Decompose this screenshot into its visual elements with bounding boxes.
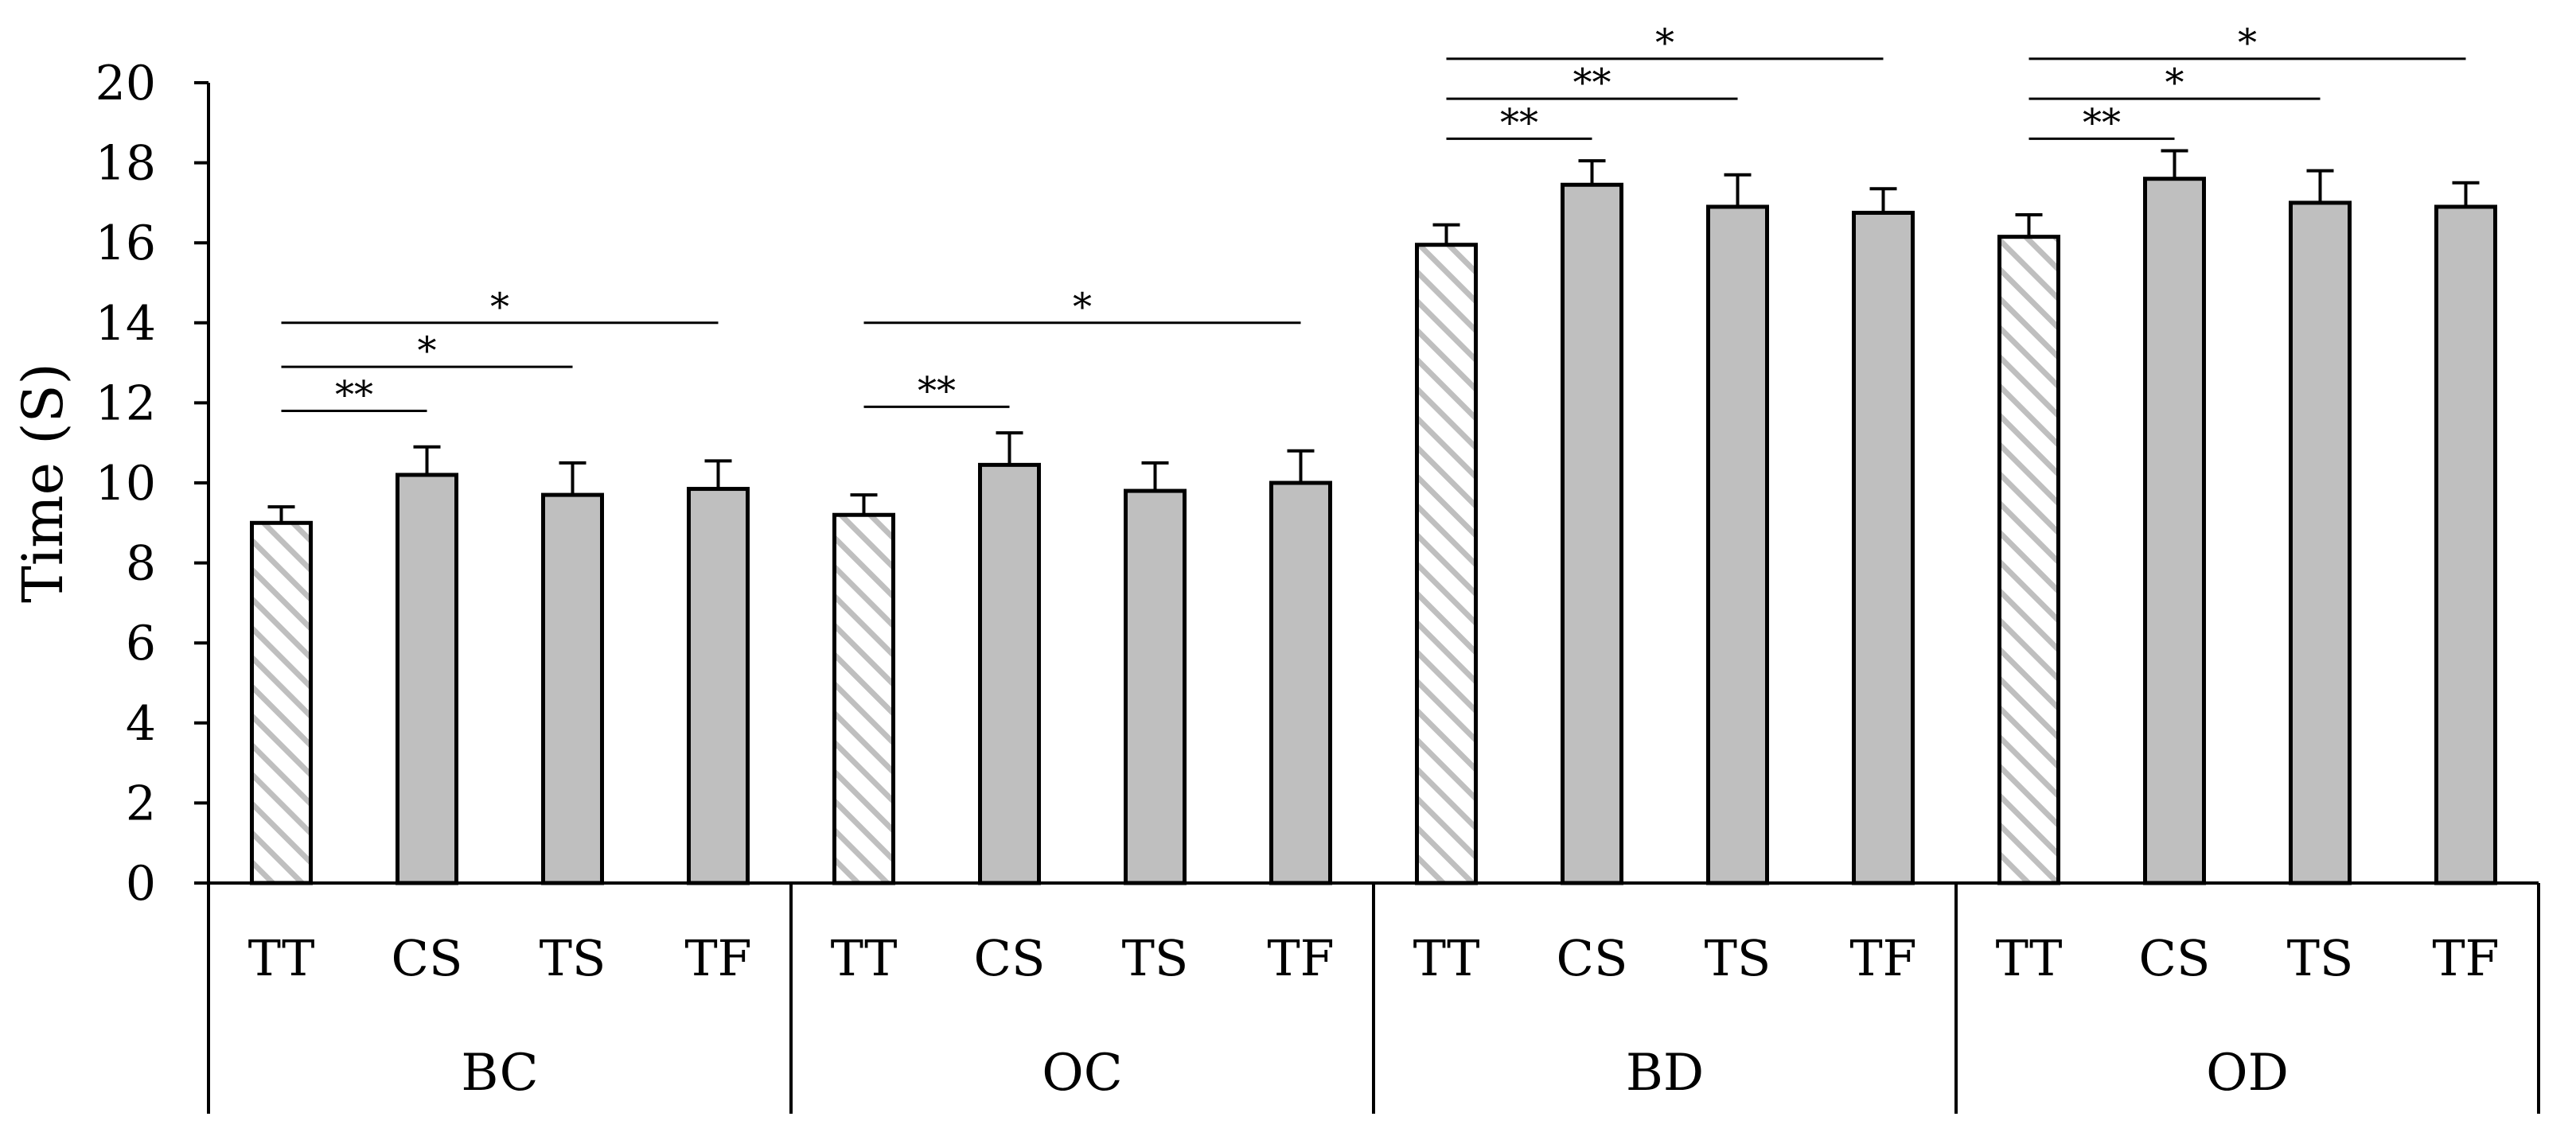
- bar-od-tt: [1997, 235, 2060, 885]
- bar-od-tf: [2434, 204, 2497, 885]
- x-tick-label: TF: [1849, 929, 1916, 987]
- x-tick-label: TS: [2287, 929, 2354, 987]
- y-tick-label: 14: [95, 296, 156, 352]
- bar-bc-ts: [541, 492, 604, 885]
- significance-mark: **: [1573, 60, 1611, 105]
- x-tick-label: TF: [684, 929, 751, 987]
- x-tick-label: TT: [248, 929, 315, 987]
- significance-layer: ****************: [281, 21, 2466, 417]
- bar-bd-tf: [1852, 210, 1915, 885]
- x-tick-label: TF: [2432, 929, 2499, 987]
- significance-mark: **: [1500, 100, 1538, 145]
- y-tick-label: 0: [126, 856, 156, 912]
- y-tick-label: 8: [126, 536, 156, 592]
- y-tick-label: 4: [126, 696, 156, 752]
- significance-mark: *: [1655, 21, 1674, 65]
- group-label: OD: [2206, 1044, 2289, 1103]
- y-tick-label: 6: [126, 616, 156, 671]
- group-label: OC: [1042, 1044, 1122, 1103]
- bar-oc-ts: [1124, 488, 1187, 885]
- bar-bd-ts: [1706, 204, 1769, 885]
- x-tick-label: TT: [831, 929, 898, 987]
- labels-layer: 0 2 4 6 8 10 12 14 16 18 20 Time (S) TT CS TS TF BC TT CS T…: [10, 56, 2500, 1103]
- significance-mark: **: [2083, 100, 2121, 145]
- group-label: BC: [461, 1044, 538, 1103]
- x-tick-label: CS: [1557, 929, 1628, 987]
- x-tick-label: TT: [1413, 929, 1480, 987]
- significance-mark: *: [1073, 285, 1092, 329]
- group-label: BD: [1626, 1044, 1704, 1103]
- y-axis-title: Time (S): [10, 363, 76, 603]
- x-tick-label: CS: [2139, 929, 2211, 987]
- bar-bd-tt: [1415, 243, 1478, 885]
- bar-oc-tt: [832, 512, 895, 885]
- x-tick-label: CS: [392, 929, 463, 987]
- y-tick-label: 10: [95, 456, 156, 512]
- bar-bc-tt: [250, 520, 313, 885]
- bar-bc-tf: [687, 487, 750, 885]
- significance-mark: *: [2165, 60, 2184, 105]
- x-tick-label: TS: [1122, 929, 1189, 987]
- bar-od-ts: [2289, 200, 2352, 885]
- y-tick-label: 18: [95, 136, 156, 192]
- x-tick-label: TS: [1705, 929, 1771, 987]
- significance-mark: **: [335, 372, 373, 417]
- x-tick-label: TS: [540, 929, 606, 987]
- bar-od-cs: [2143, 177, 2206, 885]
- x-tick-label: TF: [1267, 929, 1334, 987]
- significance-mark: *: [2238, 21, 2257, 65]
- y-tick-label: 16: [95, 216, 156, 271]
- x-tick-label: TT: [1996, 929, 2063, 987]
- bar-bc-cs: [396, 473, 458, 885]
- significance-mark: *: [490, 285, 509, 329]
- bar-bd-cs: [1561, 182, 1623, 885]
- significance-mark: **: [918, 368, 956, 413]
- bars-layer: [250, 149, 2497, 885]
- bar-oc-cs: [978, 462, 1041, 885]
- y-tick-label: 12: [95, 375, 156, 431]
- x-tick-label: CS: [974, 929, 1046, 987]
- significance-mark: *: [418, 329, 437, 373]
- y-tick-label: 2: [126, 776, 156, 831]
- bar-oc-tf: [1269, 480, 1332, 885]
- y-tick-label: 20: [95, 56, 156, 111]
